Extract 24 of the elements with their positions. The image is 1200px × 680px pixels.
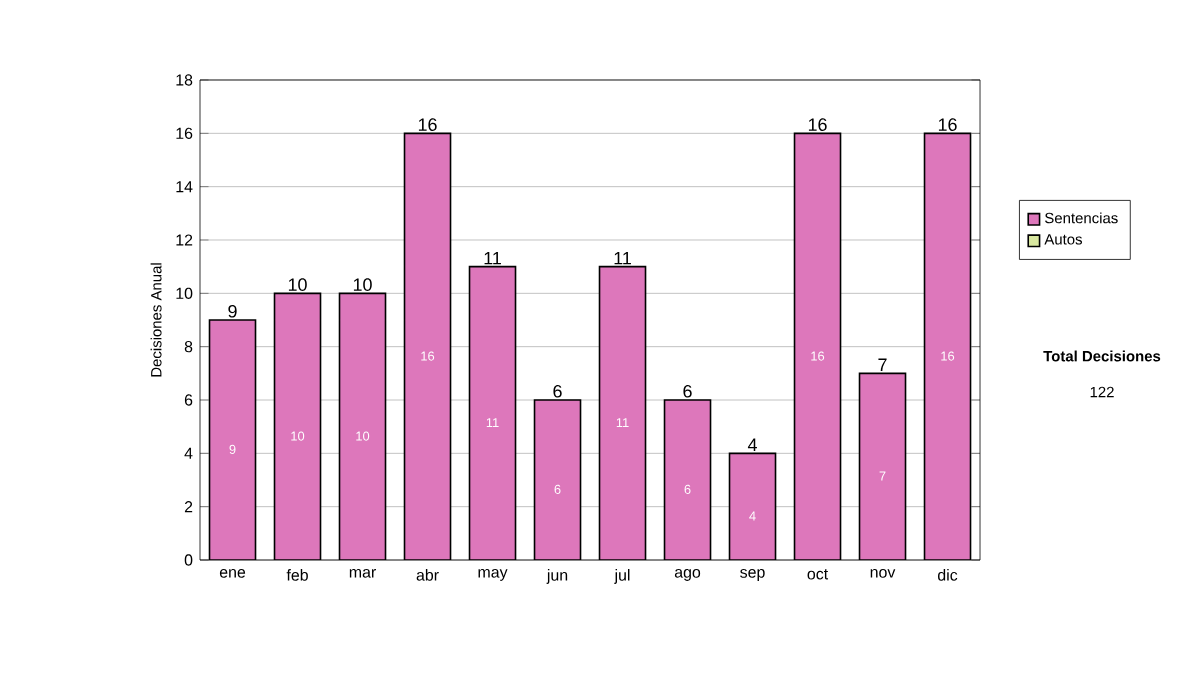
bar (923, 132, 972, 560)
bar (664, 400, 711, 560)
total-label: 6 (553, 384, 562, 398)
total-label: 7 (878, 358, 887, 371)
total-label: 10 (288, 278, 307, 291)
bar (599, 266, 646, 560)
total-label: 16 (418, 118, 437, 131)
total-label: 16 (808, 118, 827, 131)
total-label: 11 (614, 251, 631, 265)
bar (339, 293, 386, 560)
bar (469, 266, 516, 560)
bar (274, 293, 321, 560)
bar (794, 133, 841, 560)
bar (209, 320, 256, 560)
total-label: 11 (484, 251, 501, 265)
total-label: 6 (683, 384, 692, 398)
bar (404, 133, 451, 560)
bar (534, 400, 581, 560)
bar (859, 373, 906, 560)
total-label: 4 (747, 438, 757, 451)
total-label: 16 (938, 118, 957, 131)
bar (729, 453, 776, 560)
total-label: 9 (228, 304, 237, 318)
total-label: 10 (353, 278, 372, 291)
